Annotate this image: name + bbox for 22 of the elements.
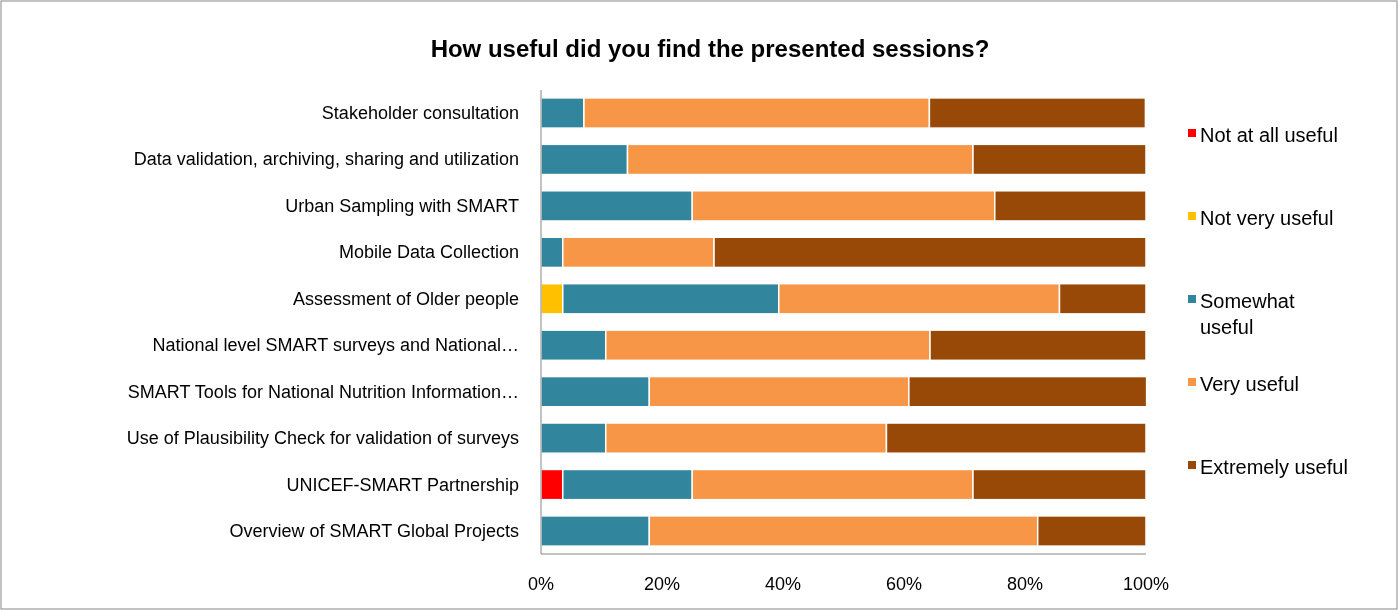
y-tick-label: National level SMART surveys and National… [152, 335, 519, 356]
y-tick-label: SMART Tools for National Nutrition Information… [127, 381, 519, 402]
y-tick-label: Assessment of Older people [292, 288, 519, 309]
y-tick-label: UNICEF-SMART Partnership [286, 474, 519, 495]
legend-label: Not at all useful [1200, 124, 1338, 146]
x-tick-label: 100% [1122, 574, 1170, 594]
legend-label: Somewhat useful [1200, 290, 1295, 338]
y-tick-label: Data validation, archiving, sharing and utilization [133, 149, 519, 170]
legend-label: Very useful [1200, 373, 1299, 395]
x-tick-label: 20% [643, 574, 681, 594]
y-tick-label: Mobile Data Collection [338, 242, 519, 263]
legend-label: Extremely useful [1200, 456, 1348, 478]
x-tick-label: 80% [1006, 574, 1044, 594]
x-tick-label: 40% [764, 574, 802, 594]
chart-title: How useful did you find the presented sessions? [430, 35, 990, 62]
y-tick-label: Stakeholder consultation [321, 102, 519, 123]
y-tick-label: Use of Plausibility Check for validation of surveys [126, 428, 519, 449]
x-tick-label: 60% [885, 574, 923, 594]
legend-label: Not very useful [1200, 207, 1334, 229]
x-tick-label: 0% [527, 574, 555, 594]
y-tick-label: Urban Sampling with SMART [285, 195, 519, 216]
y-tick-label: Overview of SMART Global Projects [229, 521, 519, 542]
